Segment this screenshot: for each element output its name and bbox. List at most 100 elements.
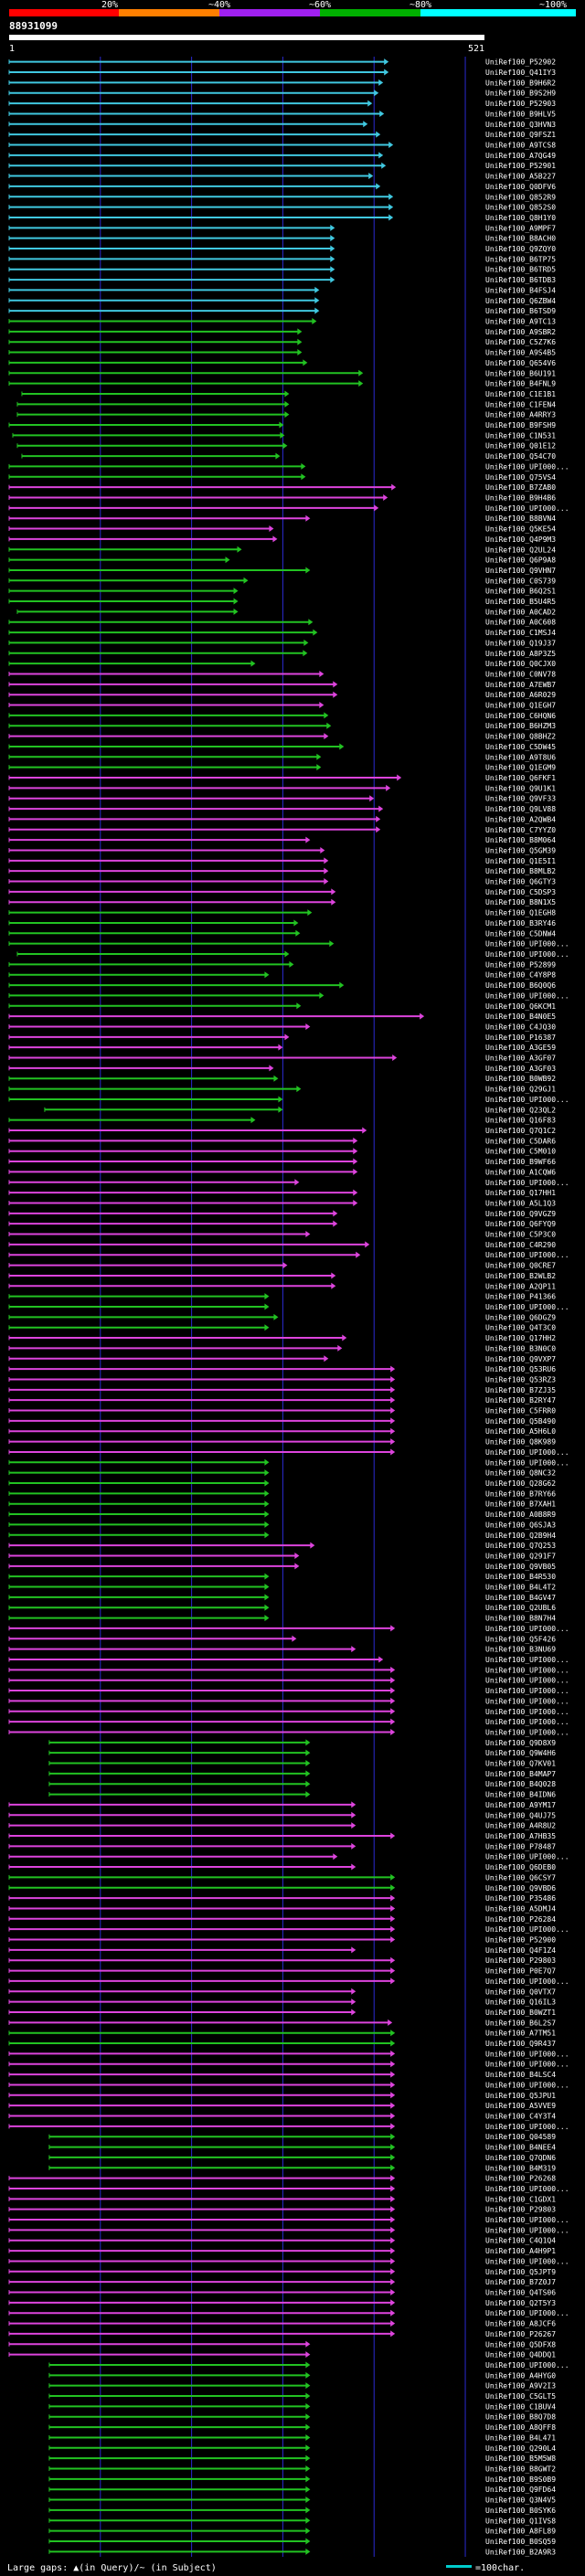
hit-label[interactable]: UniRef100_Q4DDQ1 xyxy=(485,2351,556,2359)
hit-label[interactable]: UniRef100_A9SBR2 xyxy=(485,328,556,336)
hit-label[interactable]: UniRef100_UPI000... xyxy=(485,2081,569,2089)
hit-label[interactable]: UniRef100_B6TSD9 xyxy=(485,307,556,315)
hit-label[interactable]: UniRef100_B6TP75 xyxy=(485,255,556,263)
hit-label[interactable]: UniRef100_A1CQW6 xyxy=(485,1168,556,1176)
hit-label[interactable]: UniRef100_UPI000... xyxy=(485,1303,569,1311)
hit-label[interactable]: UniRef100_Q75VS4 xyxy=(485,473,556,482)
hit-label[interactable]: UniRef100_UPI000... xyxy=(485,2216,569,2224)
hit-label[interactable]: UniRef100_B2WLB2 xyxy=(485,1272,556,1280)
hit-label[interactable]: UniRef100_C5DSP3 xyxy=(485,888,556,896)
hit-label[interactable]: UniRef100_Q0DFV6 xyxy=(485,183,556,191)
hit-label[interactable]: UniRef100_Q852R9 xyxy=(485,193,556,201)
hit-label[interactable]: UniRef100_P16387 xyxy=(485,1034,556,1042)
hit-label[interactable]: UniRef100_A4H9P1 xyxy=(485,2247,556,2255)
hit-label[interactable]: UniRef100_A0B8R9 xyxy=(485,1511,556,1519)
hit-label[interactable]: UniRef100_UPI000... xyxy=(485,1697,569,1705)
hit-label[interactable]: UniRef100_B8BVN4 xyxy=(485,514,556,523)
hit-label[interactable]: UniRef100_A9MPF7 xyxy=(485,224,556,232)
hit-label[interactable]: UniRef100_Q6FKF1 xyxy=(485,774,556,782)
hit-label[interactable]: UniRef100_A8FL89 xyxy=(485,2528,556,2536)
hit-label[interactable]: UniRef100_Q16F83 xyxy=(485,1117,556,1125)
hit-label[interactable]: UniRef100_A5VVE9 xyxy=(485,2102,556,2110)
hit-label[interactable]: UniRef100_A7EWB7 xyxy=(485,681,556,689)
hit-label[interactable]: UniRef100_Q5F426 xyxy=(485,1635,556,1643)
hit-label[interactable]: UniRef100_Q291F7 xyxy=(485,1552,556,1560)
hit-label[interactable]: UniRef100_A8JCF6 xyxy=(485,2320,556,2328)
hit-label[interactable]: UniRef100_Q2UBL6 xyxy=(485,1604,556,1612)
hit-label[interactable]: UniRef100_Q3N4V5 xyxy=(485,2496,556,2505)
hit-label[interactable]: UniRef100_UPI000... xyxy=(485,2123,569,2131)
hit-label[interactable]: UniRef100_UPI000... xyxy=(485,1096,569,1104)
hit-label[interactable]: UniRef100_Q9D8X9 xyxy=(485,1739,556,1747)
hit-label[interactable]: UniRef100_B4FNL9 xyxy=(485,380,556,388)
hit-label[interactable]: UniRef100_P41366 xyxy=(485,1293,556,1301)
hit-label[interactable]: UniRef100_B8N1X5 xyxy=(485,898,556,906)
hit-label[interactable]: UniRef100_Q6SJA3 xyxy=(485,1521,556,1529)
hit-label[interactable]: UniRef100_B3RY46 xyxy=(485,919,556,928)
hit-label[interactable]: UniRef100_B6Q2S1 xyxy=(485,588,556,596)
hit-label[interactable]: UniRef100_C4Q1Q4 xyxy=(485,2237,556,2245)
hit-label[interactable]: UniRef100_Q9VHN7 xyxy=(485,567,556,575)
hit-label[interactable]: UniRef100_Q6ZBW4 xyxy=(485,297,556,305)
hit-label[interactable]: UniRef100_Q9VBD6 xyxy=(485,1884,556,1892)
hit-label[interactable]: UniRef100_UPI000... xyxy=(485,1179,569,1187)
hit-label[interactable]: UniRef100_A9T8U6 xyxy=(485,753,556,761)
hit-label[interactable]: UniRef100_A5H6L0 xyxy=(485,1427,556,1436)
hit-label[interactable]: UniRef100_C4JQ30 xyxy=(485,1023,556,1031)
hit-label[interactable]: UniRef100_B7ZAB0 xyxy=(485,483,556,492)
hit-label[interactable]: UniRef100_B8MLB2 xyxy=(485,867,556,875)
hit-label[interactable]: UniRef100_P52901 xyxy=(485,162,556,170)
hit-label[interactable]: UniRef100_Q9LV88 xyxy=(485,805,556,813)
hit-label[interactable]: UniRef100_B3NU69 xyxy=(485,1646,556,1654)
hit-label[interactable]: UniRef100_Q1EGM9 xyxy=(485,764,556,772)
hit-label[interactable]: UniRef100_Q6DGZ9 xyxy=(485,1313,556,1321)
hit-label[interactable]: UniRef100_Q9VB05 xyxy=(485,1563,556,1571)
hit-label[interactable]: UniRef100_UPI000... xyxy=(485,2309,569,2317)
hit-label[interactable]: UniRef100_P29803 xyxy=(485,1956,556,1965)
hit-label[interactable]: UniRef100_Q9VGZ9 xyxy=(485,1210,556,1218)
hit-label[interactable]: UniRef100_UPI000... xyxy=(485,2185,569,2193)
hit-label[interactable]: UniRef100_B5U4R5 xyxy=(485,598,556,606)
hit-label[interactable]: UniRef100_Q1E5I1 xyxy=(485,857,556,865)
hit-label[interactable]: UniRef100_B0SQ59 xyxy=(485,2538,556,2546)
hit-label[interactable]: UniRef100_UPI000... xyxy=(485,1687,569,1695)
hit-label[interactable]: UniRef100_Q1EGH7 xyxy=(485,702,556,710)
hit-label[interactable]: UniRef100_Q9FSZ1 xyxy=(485,131,556,139)
hit-label[interactable]: UniRef100_B7Z0J7 xyxy=(485,2278,556,2286)
hit-label[interactable]: UniRef100_C1GDX1 xyxy=(485,2195,556,2203)
hit-label[interactable]: UniRef100_Q4P9M3 xyxy=(485,535,556,544)
hit-label[interactable]: UniRef100_Q6P9A8 xyxy=(485,557,556,565)
hit-label[interactable]: UniRef100_Q8NC32 xyxy=(485,1469,556,1478)
hit-label[interactable]: UniRef100_P26284 xyxy=(485,1915,556,1924)
hit-label[interactable]: UniRef100_A7TM51 xyxy=(485,2030,556,2038)
hit-label[interactable]: UniRef100_C0S739 xyxy=(485,577,556,585)
hit-label[interactable]: UniRef100_A4HYG0 xyxy=(485,2371,556,2380)
hit-label[interactable]: UniRef100_B8M064 xyxy=(485,836,556,844)
hit-label[interactable]: UniRef100_C5DW45 xyxy=(485,743,556,751)
hit-label[interactable]: UniRef100_UPI000... xyxy=(485,2361,569,2369)
hit-label[interactable]: UniRef100_A8QFF8 xyxy=(485,2423,556,2432)
hit-label[interactable]: UniRef100_P26267 xyxy=(485,2330,556,2338)
hit-label[interactable]: UniRef100_B6HZM3 xyxy=(485,722,556,730)
hit-label[interactable]: UniRef100_B4FSJ4 xyxy=(485,286,556,294)
hit-label[interactable]: UniRef100_Q1EGH8 xyxy=(485,909,556,917)
hit-label[interactable]: UniRef100_A9TC13 xyxy=(485,317,556,325)
hit-label[interactable]: UniRef100_Q6FYQ9 xyxy=(485,1220,556,1228)
hit-label[interactable]: UniRef100_Q28G62 xyxy=(485,1479,556,1488)
hit-label[interactable]: UniRef100_UPI000... xyxy=(485,1708,569,1716)
hit-label[interactable]: UniRef100_P52903 xyxy=(485,100,556,108)
hit-label[interactable]: UniRef100_P26268 xyxy=(485,2175,556,2183)
hit-label[interactable]: UniRef100_C5GLT5 xyxy=(485,2392,556,2401)
hit-label[interactable]: UniRef100_Q4UJ75 xyxy=(485,1811,556,1819)
hit-label[interactable]: UniRef100_B7XAH1 xyxy=(485,1500,556,1509)
hit-label[interactable]: UniRef100_A9TCS8 xyxy=(485,141,556,149)
hit-label[interactable]: UniRef100_UPI000... xyxy=(485,1666,569,1674)
hit-label[interactable]: UniRef100_B4LSC4 xyxy=(485,2071,556,2079)
hit-label[interactable]: UniRef100_Q7Q1C2 xyxy=(485,1127,556,1135)
hit-label[interactable]: UniRef100_Q6CSY7 xyxy=(485,1873,556,1882)
hit-label[interactable]: UniRef100_A6R029 xyxy=(485,691,556,699)
hit-label[interactable]: UniRef100_P52900 xyxy=(485,1936,556,1945)
hit-label[interactable]: UniRef100_Q54C70 xyxy=(485,452,556,461)
hit-label[interactable]: UniRef100_B9S2H9 xyxy=(485,90,556,98)
hit-label[interactable]: UniRef100_Q9R437 xyxy=(485,2040,556,2048)
